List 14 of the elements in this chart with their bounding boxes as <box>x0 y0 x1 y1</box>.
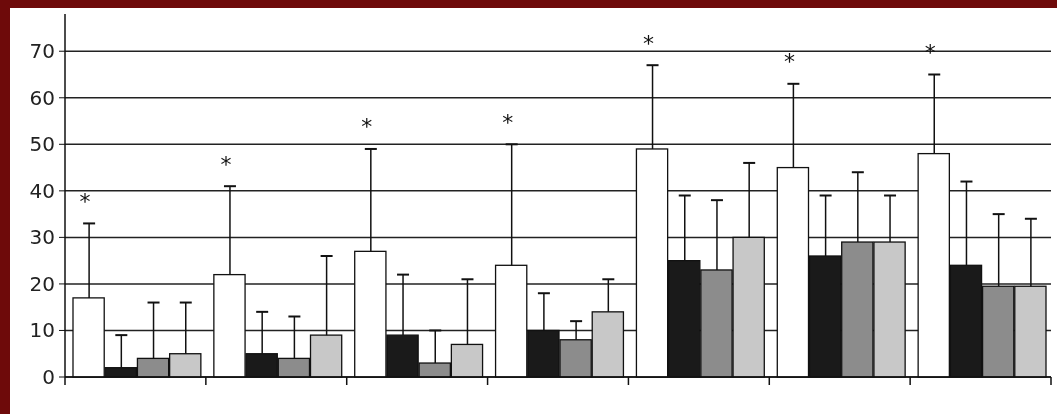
y-tick-label: 60 <box>29 85 55 110</box>
y-tick-label: 30 <box>29 225 55 250</box>
annotation: * <box>220 151 232 177</box>
annotation: * <box>783 49 795 75</box>
y-tick-label: 20 <box>29 271 55 296</box>
annotation: * <box>502 109 514 135</box>
y-tick-label: 10 <box>29 318 55 343</box>
y-tick-label: 50 <box>29 132 55 157</box>
y-tick-label: 0 <box>42 365 55 389</box>
annotation: * <box>643 30 655 56</box>
annotation: * <box>361 114 373 140</box>
y-tick-label: 70 <box>29 39 55 64</box>
annotation: * <box>79 188 91 214</box>
y-tick-label: 40 <box>29 178 55 203</box>
